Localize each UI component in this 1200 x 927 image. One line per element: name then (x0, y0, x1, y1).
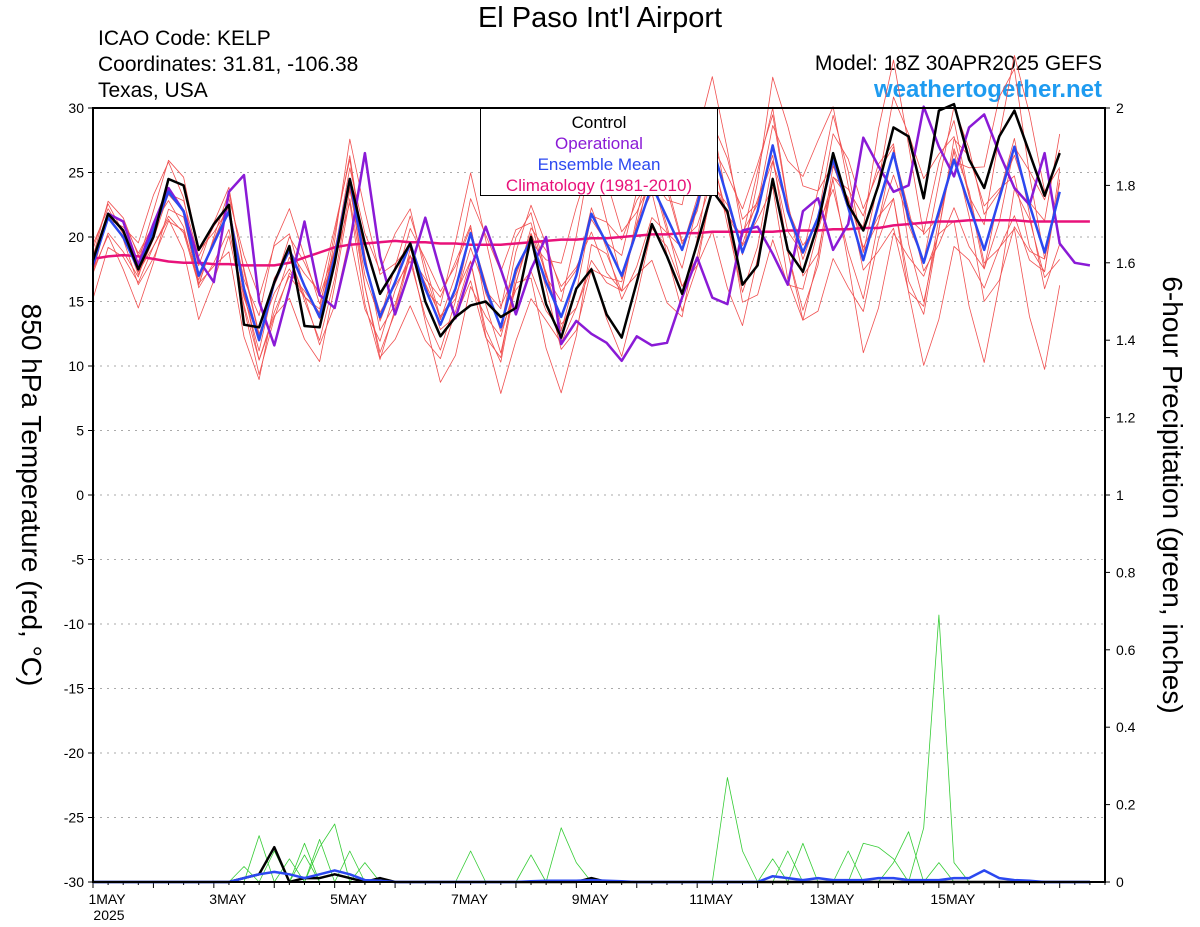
ensemble-mean-line (91, 144, 1061, 342)
x-tick-label: 1MAY (88, 891, 126, 907)
y-tick-label: -10 (64, 616, 84, 632)
site-link[interactable]: weathertogether.net (873, 76, 1102, 103)
legend: Control Operational Ensemble Mean Climat… (480, 108, 718, 196)
y2-tick-label: 0.2 (1116, 797, 1136, 813)
x-tick-label: 9MAY (572, 891, 610, 907)
y2-tick-label: 0.8 (1116, 564, 1136, 580)
precip-member-line (93, 827, 1090, 883)
precip-member-line (93, 777, 1090, 883)
x-tick-label: 15MAY (930, 891, 976, 907)
operational-line (91, 105, 1091, 363)
y-tick-label: -5 (72, 552, 85, 568)
legend-ensemble-mean: Ensemble Mean (537, 155, 661, 174)
y2-tick-label: 0.6 (1116, 642, 1136, 658)
y2-tick-label: 0.4 (1116, 719, 1136, 735)
legend-operational: Operational (555, 134, 643, 153)
precip-member-line (93, 842, 1090, 883)
station-info: ICAO Code: KELP Coordinates: 31.81, -106… (98, 26, 358, 104)
x-tick-label: 13MAY (810, 891, 856, 907)
region: Texas, USA (98, 79, 208, 102)
y-tick-label: -30 (64, 874, 84, 890)
precip-member-line (93, 831, 1090, 883)
y-tick-label: -20 (64, 745, 84, 761)
ensemble-member-line (92, 157, 1061, 394)
y-tick-label: 15 (68, 294, 84, 310)
x-tick-label: 7MAY (451, 891, 489, 907)
y-tick-label: 5 (76, 423, 84, 439)
precip-member-line (93, 842, 1090, 883)
y-tick-label: 10 (68, 358, 84, 374)
y-tick-label: 30 (68, 100, 84, 116)
precip-member-line (93, 614, 1090, 883)
ensemble-member-line (92, 59, 1061, 320)
y-tick-label: 25 (68, 165, 84, 181)
y-tick-label: -15 (64, 681, 84, 697)
y2-tick-label: 1.2 (1116, 410, 1136, 426)
coordinates: Coordinates: 31.81, -106.38 (98, 53, 359, 76)
ensemble-member-line (92, 55, 1061, 321)
model-run: Model: 18Z 30APR2025 GEFS (814, 52, 1102, 75)
chart-title: El Paso Int'l Airport (477, 2, 723, 34)
y2-tick-label: 1.4 (1116, 332, 1136, 348)
ensemble-member-line (92, 151, 1061, 375)
x-tick-sublabel: 2025 (93, 907, 124, 923)
y2-tick-label: 2 (1116, 100, 1124, 116)
y-tick-label: -25 (64, 810, 84, 826)
icao-code: ICAO Code: KELP (98, 27, 271, 50)
y-tick-label: 0 (76, 487, 84, 503)
climatology-line (92, 218, 1090, 267)
y2-tick-label: 1.6 (1116, 255, 1136, 271)
x-tick-label: 3MAY (209, 891, 247, 907)
y-tick-label: 20 (68, 229, 84, 245)
x-tick-label: 11MAY (689, 891, 733, 907)
y2-tick-label: 0 (1116, 874, 1124, 890)
mean-precip-line (93, 869, 1090, 884)
legend-control: Control (571, 113, 627, 132)
y2-tick-label: 1 (1116, 487, 1124, 503)
precip-member-line (93, 823, 1090, 883)
x-tick-label: 5MAY (330, 891, 368, 907)
legend-climatology: Climatology (1981-2010) (505, 176, 693, 195)
control-line (91, 102, 1061, 339)
precip-member-line (93, 839, 1090, 883)
y2-tick-label: 1.8 (1116, 177, 1136, 193)
precip-member-line (93, 842, 1090, 883)
